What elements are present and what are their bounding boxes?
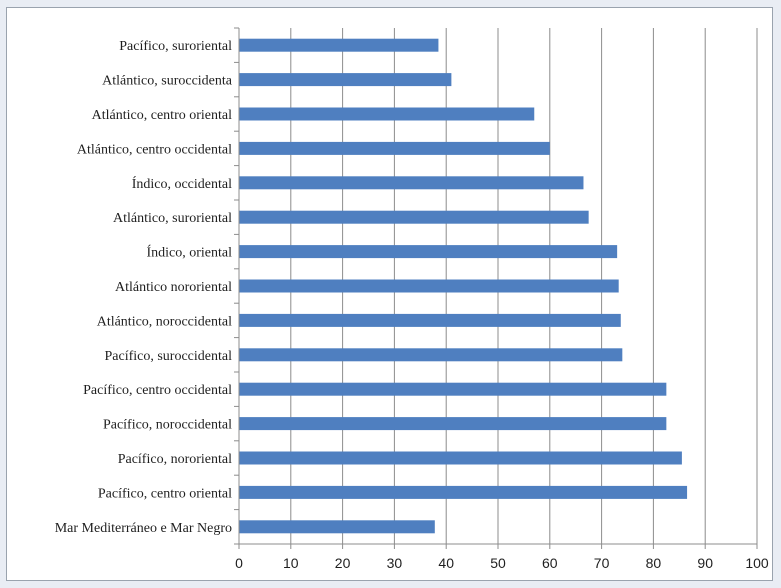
category-label: Pacífico, centro oriental	[98, 486, 232, 501]
x-tick-label: 60	[542, 555, 558, 571]
bar	[239, 348, 623, 362]
x-tick-label: 50	[490, 555, 506, 571]
x-tick-label: 100	[745, 555, 769, 571]
x-tick-label: 20	[335, 555, 351, 571]
x-tick-label: 10	[283, 555, 299, 571]
bar	[239, 73, 452, 87]
category-label: Pacífico, suroriental	[119, 39, 232, 54]
axes	[234, 27, 758, 549]
category-label: Atlántico, suroccidenta	[102, 74, 233, 89]
category-label: Pacífico, noroccidental	[103, 418, 232, 433]
x-tick-labels: 0 10 20 30 40 50 60 70 80 90 100	[235, 555, 769, 571]
x-tick-label: 0	[235, 555, 243, 571]
category-labels: Pacífico, suroriental Atlántico, suroccid…	[55, 39, 233, 536]
category-label: Pacífico, nororiental	[118, 452, 232, 467]
category-label: Atlántico, suroriental	[113, 211, 232, 226]
x-tick-label: 80	[646, 555, 662, 571]
bar	[239, 38, 439, 52]
bar	[239, 245, 618, 259]
bar	[239, 176, 584, 190]
bar	[239, 382, 667, 396]
category-label: Pacífico, suroccidental	[104, 349, 232, 364]
category-label: Atlántico nororiental	[115, 280, 232, 295]
x-tick-label: 90	[697, 555, 713, 571]
x-tick-label: 40	[438, 555, 454, 571]
category-label: Atlántico, noroccidental	[97, 314, 232, 329]
category-label: Atlántico, centro occidental	[77, 142, 232, 157]
category-label: Atlántico, centro oriental	[92, 108, 232, 123]
chart-frame: Pacífico, suroriental Atlántico, suroccid…	[6, 7, 773, 581]
bar	[239, 485, 688, 499]
bar	[239, 451, 682, 465]
category-label: Índico, oriental	[146, 244, 232, 261]
bars	[239, 38, 688, 534]
x-tick-label: 70	[594, 555, 610, 571]
bar	[239, 520, 435, 534]
category-label: Mar Mediterráneo e Mar Negro	[55, 521, 232, 536]
x-tick-label: 30	[387, 555, 403, 571]
category-label: Pacífico, centro occidental	[83, 383, 232, 398]
bar	[239, 210, 589, 224]
bar	[239, 279, 619, 293]
bar	[239, 417, 667, 431]
category-label: Índico, occidental	[132, 175, 232, 192]
bar	[239, 107, 535, 121]
bar	[239, 313, 621, 327]
bar-chart: Pacífico, suroriental Atlántico, suroccid…	[55, 27, 769, 571]
bar	[239, 141, 550, 155]
